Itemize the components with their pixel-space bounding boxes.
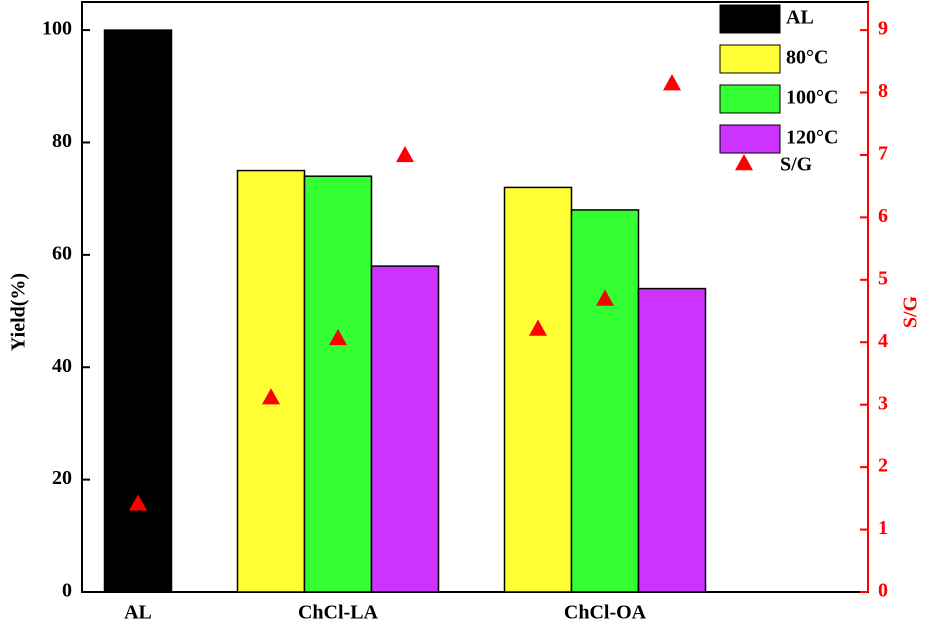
- scatter-point: [129, 494, 147, 511]
- y2-tick-label: 3: [878, 392, 888, 414]
- bar: [503, 186, 573, 593]
- y-tick-label: 80: [52, 130, 72, 152]
- x-tick-label: ChCl-LA: [298, 602, 379, 624]
- bar: [303, 175, 373, 593]
- y2-axis-label: S/G: [900, 295, 922, 328]
- bar: [236, 169, 306, 593]
- y-axis-label: Yield(%): [8, 273, 30, 351]
- scatter-point: [262, 388, 280, 405]
- y2-tick-label: 4: [878, 330, 888, 352]
- y-tick-label: 60: [52, 242, 72, 264]
- scatter-point: [396, 145, 414, 163]
- y2-tick-label: 1: [878, 517, 888, 539]
- x-tick-label: AL: [124, 602, 152, 624]
- y-tick-label: 40: [52, 355, 72, 377]
- bar: [370, 265, 440, 593]
- legend-label: S/G: [780, 154, 813, 176]
- legend-label: 120°C: [786, 127, 838, 149]
- scatter-point: [529, 319, 547, 336]
- y2-tick-label: 2: [878, 455, 888, 477]
- legend-swatch: [719, 84, 781, 114]
- y2-tick-label: 6: [878, 205, 888, 227]
- legend-swatch: [719, 44, 781, 74]
- bar: [637, 287, 707, 593]
- x-tick-label: ChCl-OA: [564, 602, 647, 624]
- scatter-point: [663, 74, 681, 91]
- legend-swatch: [719, 4, 781, 34]
- legend-label: AL: [786, 7, 814, 29]
- y2-tick-label: 7: [878, 143, 888, 165]
- y2-tick-label: 5: [878, 267, 888, 289]
- y-tick-label: 0: [62, 580, 72, 602]
- scatter-point: [329, 328, 347, 346]
- y-tick-label: 100: [42, 18, 72, 40]
- bar: [570, 209, 640, 593]
- scatter-point: [596, 289, 614, 306]
- legend-label: 80°C: [786, 47, 828, 69]
- legend-swatch: [719, 124, 781, 154]
- y2-tick-label: 9: [878, 18, 888, 40]
- legend-marker: [735, 154, 753, 171]
- y2-tick-label: 8: [878, 80, 888, 102]
- y2-tick-label: 0: [878, 580, 888, 602]
- legend-label: 100°C: [786, 87, 838, 109]
- y-tick-label: 20: [52, 467, 72, 489]
